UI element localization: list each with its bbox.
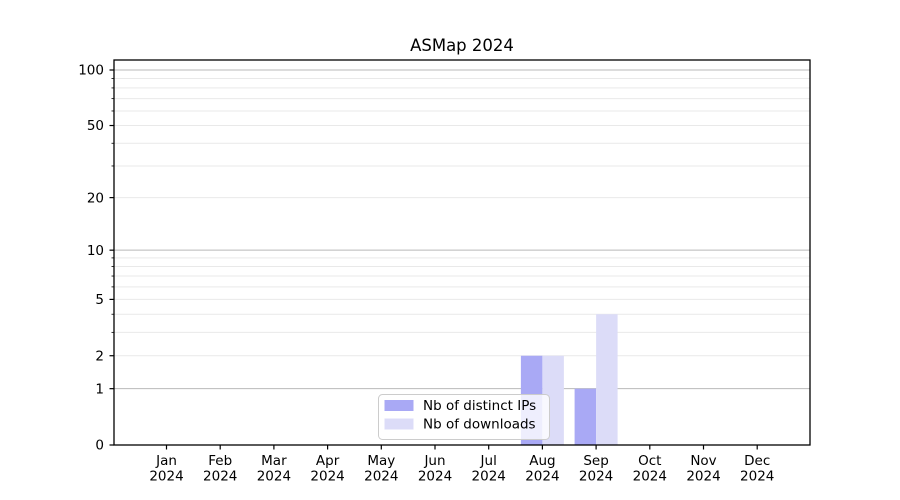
x-tick-label-year-jan: 2024 [149, 469, 183, 485]
x-tick-label-month-jan: Jan [155, 453, 177, 469]
x-tick-label-month-jul: Jul [480, 453, 497, 469]
x-tick-label-month-sep: Sep [583, 453, 608, 469]
bar-sep-distinct-ips [574, 388, 597, 445]
x-tick-label-year-dec: 2024 [740, 469, 774, 485]
plot-area [114, 60, 810, 445]
x-tick-label-month-mar: Mar [261, 453, 287, 469]
y-tick-label-20: 20 [87, 190, 104, 206]
x-tick-label-month-oct: Oct [638, 453, 661, 469]
x-tick-label-month-feb: Feb [208, 453, 232, 469]
x-tick-label-year-apr: 2024 [310, 469, 344, 485]
legend-box [378, 394, 550, 440]
x-tick-label-year-aug: 2024 [525, 469, 559, 485]
y-tick-label-5: 5 [95, 292, 104, 308]
chart-title: ASMap 2024 [410, 36, 514, 55]
legend-swatch-downloads [384, 418, 414, 430]
y-tick-label-100: 100 [78, 63, 104, 79]
x-tick-label-year-jun: 2024 [418, 469, 452, 485]
x-tick-label-year-oct: 2024 [633, 469, 667, 485]
plot-border [113, 59, 811, 446]
y-tick-label-0: 0 [95, 438, 104, 454]
x-tick-label-month-aug: Aug [529, 453, 555, 469]
x-tick-label-year-may: 2024 [364, 469, 398, 485]
x-tick-label-month-nov: Nov [690, 453, 716, 469]
x-tick-label-year-mar: 2024 [257, 469, 291, 485]
legend-label-distinct-ips: Nb of distinct IPs [423, 398, 536, 414]
y-tick-label-10: 10 [87, 243, 104, 259]
legend-label-downloads: Nb of downloads [423, 417, 536, 433]
x-tick-label-year-sep: 2024 [579, 469, 613, 485]
legend-swatch-distinct-ips [384, 400, 414, 411]
x-tick-label-month-may: May [367, 453, 395, 469]
bar-sep-downloads [596, 314, 618, 445]
y-tick-label-1: 1 [95, 381, 104, 397]
x-tick-label-month-apr: Apr [316, 453, 340, 469]
x-tick-label-year-feb: 2024 [203, 469, 237, 485]
x-tick-label-month-dec: Dec [744, 453, 770, 469]
x-tick-label-month-jun: Jun [423, 453, 445, 469]
y-tick-label-50: 50 [87, 118, 104, 134]
x-tick-label-year-jul: 2024 [472, 469, 506, 485]
y-tick-label-2: 2 [95, 348, 104, 364]
x-tick-label-year-nov: 2024 [686, 469, 720, 485]
legend: Nb of distinct IPs Nb of downloads [378, 394, 550, 440]
